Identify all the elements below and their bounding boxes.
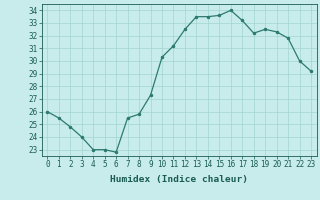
X-axis label: Humidex (Indice chaleur): Humidex (Indice chaleur) bbox=[110, 175, 248, 184]
